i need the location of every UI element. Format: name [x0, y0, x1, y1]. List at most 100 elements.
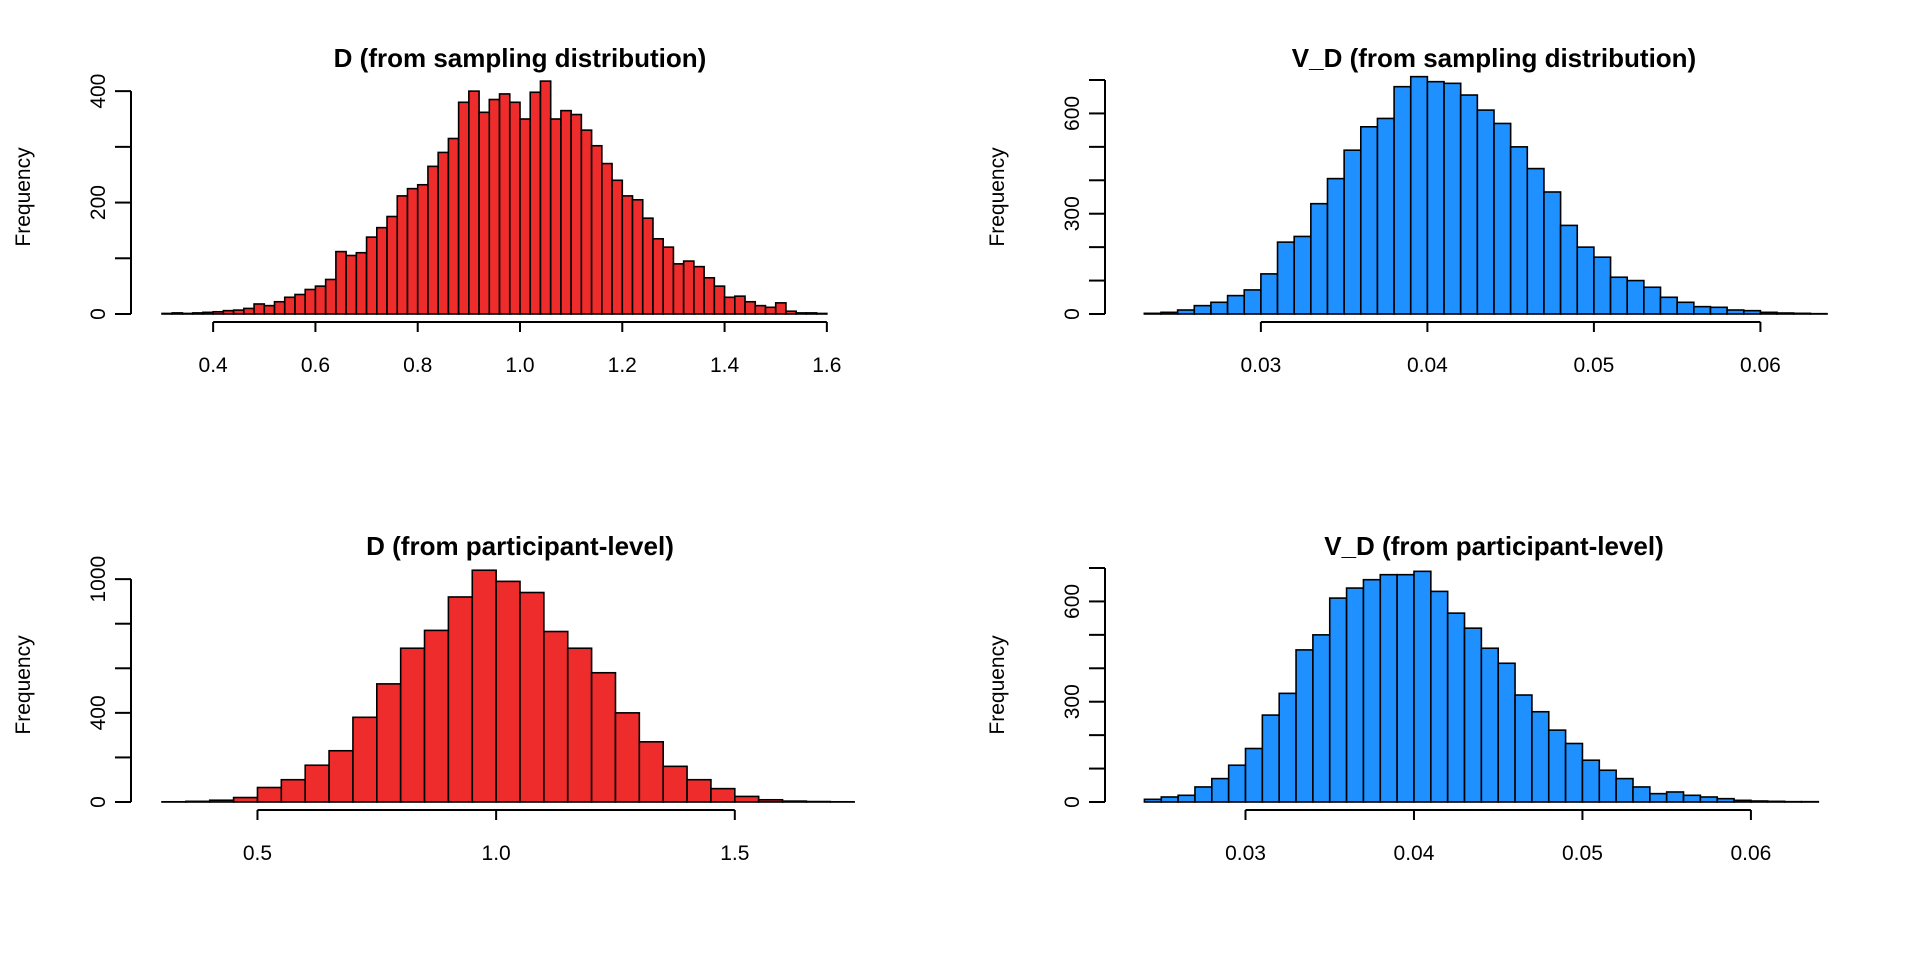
y-tick-label: 0 [1061, 308, 1084, 320]
y-tick-label: 400 [87, 695, 110, 730]
histogram-bar [171, 312, 184, 315]
histogram-bar [437, 151, 450, 315]
histogram-bar [1430, 590, 1449, 803]
histogram-bar [781, 800, 808, 803]
x-tick-label: 1.0 [482, 842, 511, 865]
y-axis-label: Frequency [12, 147, 35, 247]
histogram-bar [519, 591, 545, 803]
histogram-bar [181, 312, 194, 315]
histogram-bar [1160, 311, 1179, 315]
histogram-bar [1699, 796, 1719, 803]
histogram-bar [1328, 597, 1348, 803]
histogram-bar [1581, 759, 1601, 803]
histogram-bar [1659, 296, 1678, 315]
histogram-bar [713, 285, 726, 315]
histogram-bar [1244, 747, 1264, 803]
histogram-bar [723, 296, 736, 315]
histogram-bar [488, 98, 501, 315]
chart-title: D (from participant-level) [366, 531, 674, 561]
x-tick-label: 0.4 [199, 354, 229, 377]
histogram-bar [1393, 85, 1412, 315]
histogram-bar [590, 144, 603, 315]
histogram-bar [1776, 312, 1795, 315]
histogram-bar [672, 263, 685, 315]
chart-title: V_D (from participant-level) [1324, 531, 1664, 561]
histogram-bar [222, 309, 235, 315]
histogram-bar [601, 162, 613, 315]
histogram-bar [427, 165, 439, 315]
histogram-bar [1359, 126, 1379, 315]
x-tick-label: 1.4 [710, 354, 740, 377]
histogram-bar [1210, 301, 1229, 315]
histogram-bar [352, 716, 378, 803]
histogram-bar [1593, 256, 1612, 315]
x-tick-label: 0.03 [1240, 354, 1281, 377]
histogram-bar [1426, 80, 1445, 315]
histogram-bar [757, 798, 784, 803]
histogram-bar [202, 311, 214, 315]
histogram-bar [631, 198, 644, 315]
histogram-bar [185, 800, 211, 803]
histogram-bar [365, 236, 378, 315]
chart-title: V_D (from sampling distribution) [1292, 43, 1696, 73]
histogram-bar [1576, 246, 1595, 315]
x-tick-label: 0.05 [1573, 354, 1614, 377]
histogram-bar [1742, 309, 1762, 315]
chart-panel-2: V_D (from sampling distribution) 0.03 0.04… [986, 43, 1828, 377]
histogram-bar [243, 307, 255, 315]
histogram-bar [1709, 306, 1728, 315]
histogram-bar [795, 312, 808, 315]
histogram-bar [805, 312, 818, 315]
histogram-bar [328, 749, 354, 803]
histogram-bar [1362, 578, 1382, 803]
histogram-bar [1693, 305, 1712, 315]
histogram-bar [1759, 311, 1778, 315]
histogram-bar [785, 310, 797, 315]
histogram-bar [1766, 800, 1786, 803]
histogram-bar [710, 787, 736, 803]
histogram-bar [764, 306, 777, 315]
histogram-bar [386, 215, 399, 315]
x-tick-label: 0.5 [243, 842, 272, 865]
histogram-bar [406, 187, 419, 315]
histogram-bar [641, 217, 654, 315]
histogram-bar [1194, 786, 1213, 803]
histogram-bar [1312, 634, 1331, 803]
histogram-bar [447, 596, 474, 803]
histogram-bar [208, 799, 235, 803]
histogram-bar [1547, 729, 1567, 803]
chart-panel-1: D (from sampling distribution) 0.4 0.6 0.8 1… [12, 43, 841, 377]
histogram-bar [1509, 146, 1529, 315]
x-tick-label: 0.04 [1394, 842, 1435, 865]
histogram-bar [1615, 777, 1634, 803]
histogram-bar [399, 647, 426, 803]
histogram-bar [191, 312, 204, 315]
histogram-bar [1609, 276, 1629, 315]
histogram-bar [355, 251, 368, 315]
histogram-bar [478, 111, 491, 315]
x-tick-label: 0.04 [1407, 354, 1448, 377]
histogram-bar [253, 303, 266, 315]
histogram-bar [1564, 742, 1584, 803]
histogram-bar [693, 265, 705, 315]
histogram-bar [1446, 612, 1466, 803]
histogram-bar [1559, 224, 1579, 315]
y-tick-label: 0 [87, 796, 110, 808]
histogram-bar [1413, 570, 1432, 803]
histogram-bar [560, 109, 572, 315]
x-tick-label: 0.6 [301, 354, 330, 377]
y-tick-label: 1000 [87, 556, 110, 603]
histogram-bar [754, 304, 767, 315]
chart-title: D (from sampling distribution) [334, 43, 707, 73]
histogram-bar [590, 671, 617, 803]
histogram-bar [1463, 627, 1483, 803]
x-tick-label: 1.6 [812, 354, 841, 377]
histogram-bar [1345, 587, 1365, 803]
x-tick-label: 1.5 [720, 842, 749, 865]
histogram-bar [335, 250, 347, 315]
histogram-bar [733, 295, 746, 315]
histogram-bar [774, 302, 787, 315]
y-tick-label: 600 [1061, 584, 1084, 619]
histogram-bar [1531, 710, 1550, 803]
histogram-bar [1227, 764, 1247, 803]
